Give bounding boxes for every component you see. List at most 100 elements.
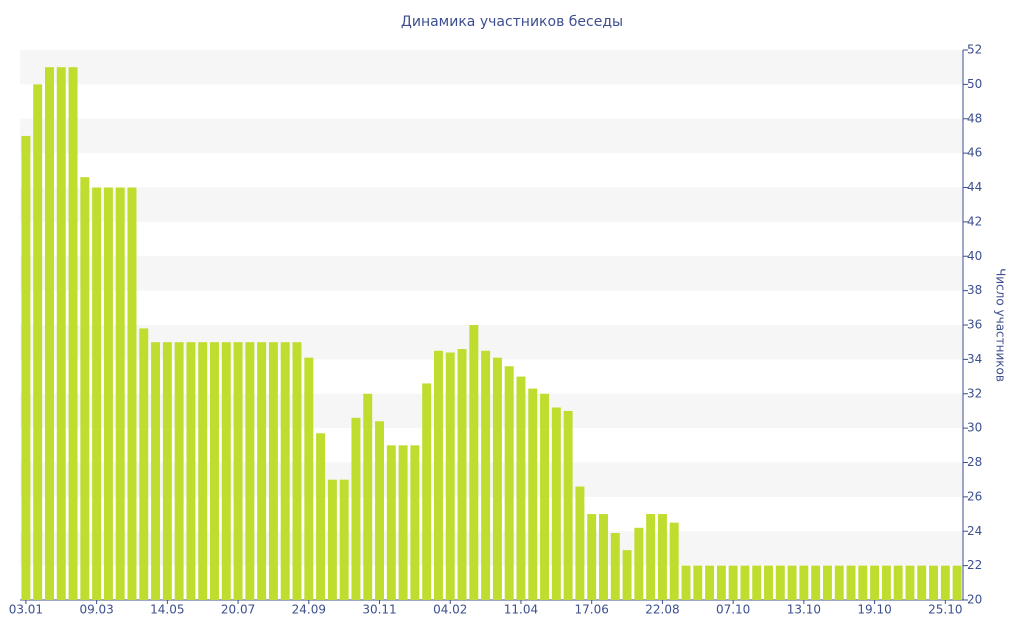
x-tick-label: 25.10 xyxy=(928,603,962,617)
bar xyxy=(693,565,703,600)
y-tick-label: 52 xyxy=(967,43,982,57)
bar xyxy=(610,532,620,600)
y-tick-label: 24 xyxy=(967,524,982,538)
bar xyxy=(115,187,125,600)
y-tick-label: 34 xyxy=(967,352,982,366)
bar xyxy=(139,328,149,600)
bar xyxy=(339,479,349,600)
x-tick-label: 20.07 xyxy=(221,603,255,617)
bar xyxy=(233,342,243,600)
bar xyxy=(103,187,113,600)
bar xyxy=(563,410,573,600)
x-tick-label: 07.10 xyxy=(716,603,750,617)
chart-title: Динамика участников беседы xyxy=(401,14,623,30)
bar xyxy=(929,565,939,600)
bar xyxy=(657,514,667,600)
y-tick-label: 22 xyxy=(967,558,982,572)
x-tick-label: 04.02 xyxy=(433,603,467,617)
y-tick-label: 38 xyxy=(967,283,982,297)
x-tick-label: 19.10 xyxy=(857,603,891,617)
y-tick-label: 46 xyxy=(967,146,982,160)
bar xyxy=(716,565,726,600)
bar xyxy=(881,565,891,600)
bar xyxy=(599,514,608,600)
grid-band xyxy=(20,393,963,429)
bar xyxy=(127,187,137,600)
bar xyxy=(245,342,255,600)
y-tick-label: 28 xyxy=(967,455,982,469)
bar xyxy=(21,135,31,600)
bar xyxy=(327,479,337,600)
bar xyxy=(221,342,231,600)
x-tick-label: 24.09 xyxy=(292,603,326,617)
y-tick-label: 36 xyxy=(967,318,982,332)
bar xyxy=(398,445,408,600)
bar xyxy=(162,342,172,600)
bar xyxy=(198,342,208,600)
grid-band xyxy=(20,531,963,566)
grid-band xyxy=(20,118,963,154)
bar xyxy=(492,357,502,600)
bar xyxy=(634,527,644,600)
bar xyxy=(33,84,43,600)
bar xyxy=(457,349,467,600)
bar xyxy=(575,486,585,600)
y-tick-label: 30 xyxy=(967,421,982,435)
bar xyxy=(893,565,903,600)
grid-band xyxy=(20,187,963,222)
y-tick-label: 48 xyxy=(967,111,982,125)
bar xyxy=(268,342,278,600)
bar xyxy=(858,565,868,600)
y-tick-label: 44 xyxy=(967,180,982,194)
bar xyxy=(469,325,479,600)
bar xyxy=(528,388,538,600)
bar xyxy=(740,565,750,600)
bar xyxy=(80,177,90,600)
bar xyxy=(622,550,632,600)
bar xyxy=(775,565,785,600)
y-axis-label: Число участников xyxy=(994,268,1008,382)
bar xyxy=(587,514,597,600)
bar xyxy=(681,565,691,600)
bar xyxy=(280,342,290,600)
y-tick-label: 42 xyxy=(967,214,982,228)
bar xyxy=(410,445,420,600)
grid-band xyxy=(20,50,963,85)
x-tick-label: 13.10 xyxy=(787,603,821,617)
bar xyxy=(787,565,797,600)
bar xyxy=(386,445,396,600)
bar xyxy=(646,514,656,600)
bar xyxy=(551,407,561,600)
bar xyxy=(870,565,880,600)
bar xyxy=(540,393,550,600)
bar xyxy=(504,366,514,600)
bar xyxy=(764,565,773,600)
y-tick-label: 32 xyxy=(967,386,982,400)
bar xyxy=(952,565,962,600)
grid-band xyxy=(20,325,963,360)
x-tick-label: 09.03 xyxy=(79,603,113,617)
bar xyxy=(292,342,302,600)
bar xyxy=(516,376,526,600)
x-tick-label: 11.04 xyxy=(504,603,538,617)
grid-bands xyxy=(20,50,963,566)
bar xyxy=(799,565,809,600)
x-tick-label: 30.11 xyxy=(362,603,396,617)
y-tick-label: 50 xyxy=(967,77,982,91)
bar xyxy=(174,342,184,600)
bar xyxy=(316,433,326,600)
bar xyxy=(304,357,314,600)
grid-band xyxy=(20,462,963,497)
bar xyxy=(186,342,196,600)
bar xyxy=(44,67,54,600)
bar xyxy=(375,421,384,600)
y-tick-label: 26 xyxy=(967,489,982,503)
bar xyxy=(752,565,762,600)
bar xyxy=(68,67,78,600)
x-tick-label: 22.08 xyxy=(645,603,679,617)
bar xyxy=(351,417,361,600)
bar xyxy=(433,350,443,600)
y-tick-label: 40 xyxy=(967,249,982,263)
bar xyxy=(56,67,66,600)
